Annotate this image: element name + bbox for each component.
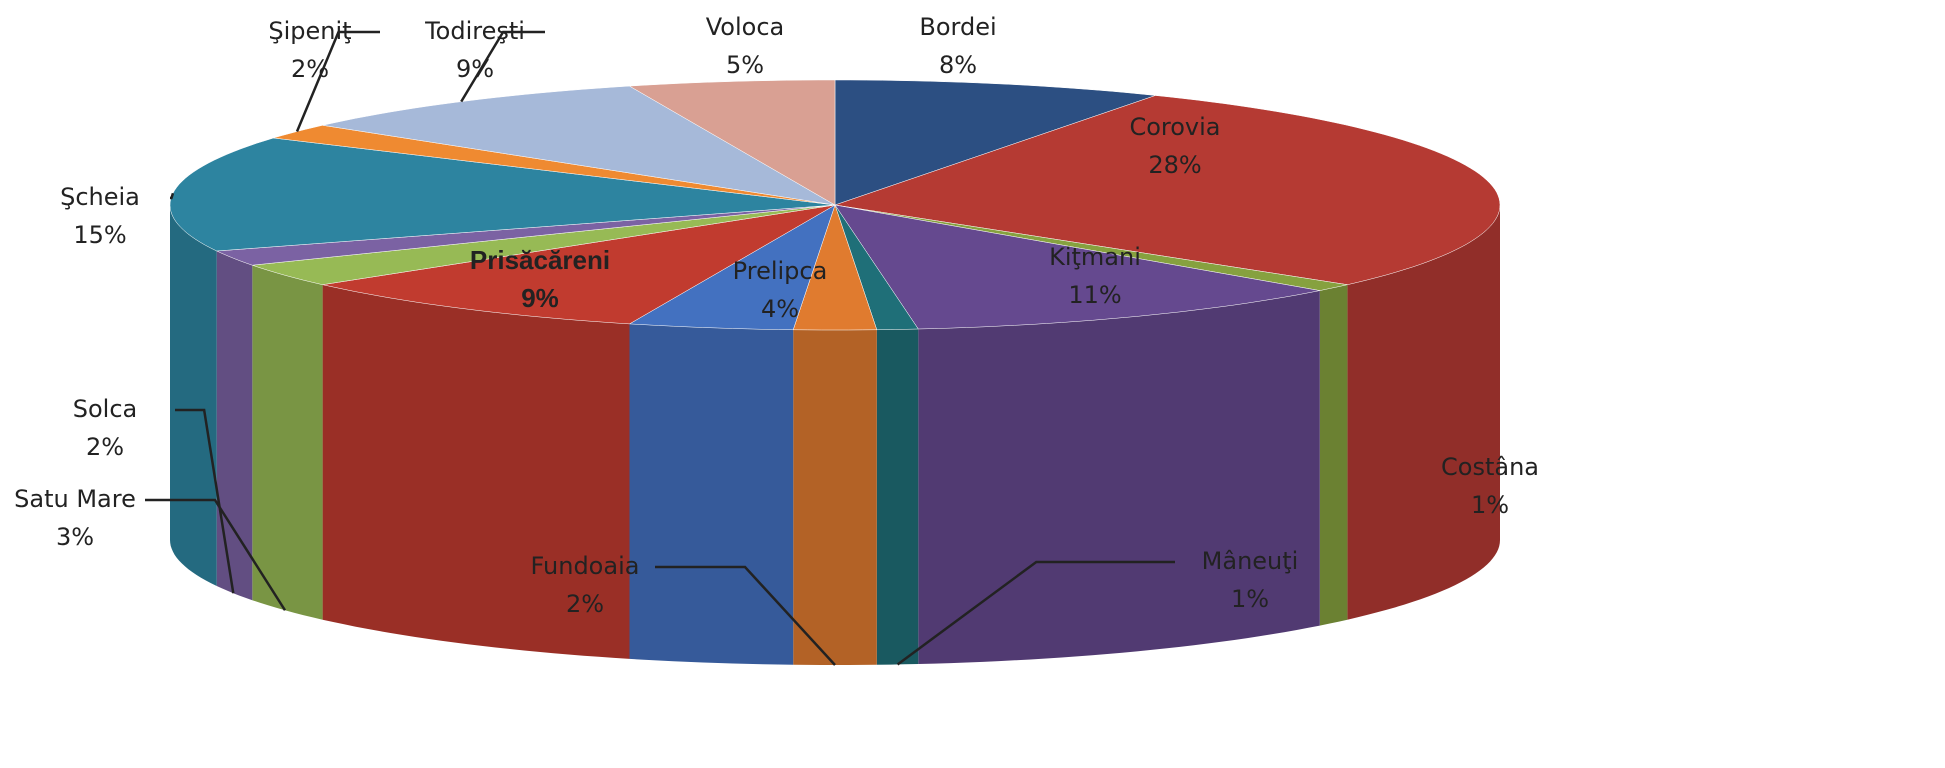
leader-line	[460, 30, 545, 103]
slice-label: Mâneuţi	[1202, 547, 1299, 575]
pie-slice	[322, 204, 836, 325]
slice-label: Prelipca	[733, 257, 828, 285]
slice-value-label: 4%	[761, 295, 799, 323]
leader-line	[896, 560, 1175, 666]
pie-side	[793, 329, 877, 665]
pie-side	[252, 265, 323, 620]
slice-label: Satu Mare	[14, 485, 136, 513]
slice-label: Şcheia	[60, 183, 140, 211]
slice-label: Prisăcăreni	[470, 245, 610, 275]
pie-slice	[322, 85, 836, 206]
slice-value-label: 3%	[56, 523, 94, 551]
pie-side	[876, 329, 919, 665]
pie-slice	[169, 137, 836, 252]
slice-label: Bordei	[919, 13, 996, 41]
leader-line	[170, 192, 175, 200]
pie-side	[629, 323, 794, 665]
pie-slice	[628, 204, 836, 331]
slice-label: Voloca	[706, 13, 785, 41]
pie-slice	[628, 79, 836, 206]
pie-side	[216, 251, 253, 601]
pie-slice	[216, 204, 836, 266]
pie-side	[918, 290, 1320, 664]
leader-line	[175, 408, 235, 594]
slice-value-label: 5%	[726, 51, 764, 79]
slice-value-label: 9%	[521, 283, 559, 313]
slice-label: Kiţmani	[1049, 243, 1141, 271]
slice-value-label: 2%	[86, 433, 124, 461]
pie-slice	[252, 204, 836, 285]
slice-value-label: 9%	[456, 55, 494, 83]
slice-value-label: 1%	[1471, 491, 1509, 519]
pie-slice	[834, 95, 1501, 285]
slice-value-label: 28%	[1148, 151, 1201, 179]
slice-label: Todireşti	[424, 17, 525, 45]
pie-slice	[792, 204, 878, 331]
pie-side	[1319, 284, 1348, 626]
pie-slice	[834, 204, 1320, 330]
pie-side	[170, 205, 217, 586]
slice-value-label: 2%	[291, 55, 329, 83]
slice-label: Costâna	[1441, 453, 1539, 481]
slice-label: Şipeniţ	[268, 17, 351, 45]
leader-line	[295, 30, 380, 133]
slice-label: Solca	[73, 395, 138, 423]
slice-value-label: 8%	[939, 51, 977, 79]
slice-value-label: 15%	[73, 221, 126, 249]
slice-value-label: 1%	[1231, 585, 1269, 613]
slice-label: Corovia	[1129, 113, 1220, 141]
pie-slice	[834, 79, 1156, 206]
leader-line	[655, 565, 836, 666]
slice-label: Fundoaia	[531, 552, 640, 580]
pie-side	[322, 284, 630, 659]
pie-side	[1347, 205, 1500, 620]
leader-line	[145, 498, 287, 611]
slice-value-label: 11%	[1068, 281, 1121, 309]
slice-value-label: 2%	[566, 590, 604, 618]
